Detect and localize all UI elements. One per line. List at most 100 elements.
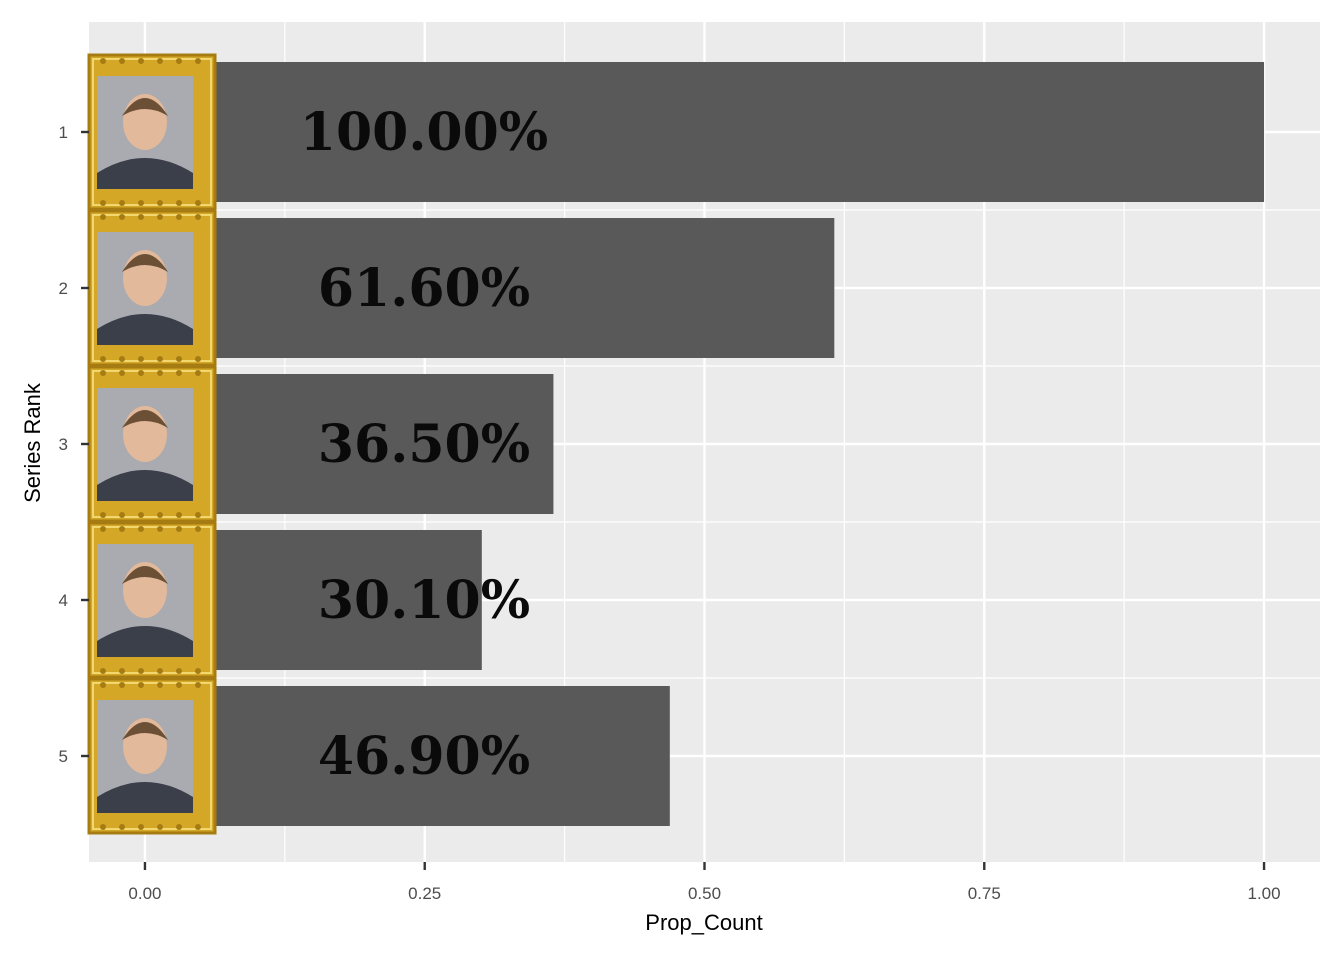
frame-ornament bbox=[195, 668, 201, 674]
y-axis-title: Series Rank bbox=[20, 382, 45, 503]
bar-value-label: 30.10% bbox=[318, 570, 530, 631]
frame-ornament bbox=[157, 526, 163, 532]
frame-ornament bbox=[157, 370, 163, 376]
x-tick-label: 0.25 bbox=[408, 884, 441, 903]
frame-ornament bbox=[157, 356, 163, 362]
frame-ornament bbox=[176, 512, 182, 518]
frame-ornament bbox=[157, 512, 163, 518]
frame-ornament bbox=[176, 356, 182, 362]
frame-ornament bbox=[100, 58, 106, 64]
frame-ornament bbox=[176, 214, 182, 220]
frame-ornament bbox=[157, 682, 163, 688]
frame-ornament bbox=[119, 356, 125, 362]
frame-ornament bbox=[176, 668, 182, 674]
portrait-hair bbox=[122, 410, 168, 428]
frame-ornament bbox=[138, 200, 144, 206]
portrait-shoulders bbox=[97, 314, 193, 345]
frame-ornament bbox=[100, 200, 106, 206]
frame-ornament bbox=[100, 526, 106, 532]
bar-labels: 100.00% 61.60% 36.50% 30.10% 46.90% bbox=[300, 102, 548, 787]
x-tick-label: 0.75 bbox=[968, 884, 1001, 903]
portrait-hair bbox=[122, 254, 168, 272]
frame-ornament bbox=[100, 370, 106, 376]
portrait-shoulders bbox=[97, 782, 193, 813]
frame-ornament bbox=[157, 200, 163, 206]
frame-ornament bbox=[176, 58, 182, 64]
frame-ornament bbox=[176, 370, 182, 376]
frame-ornament bbox=[119, 668, 125, 674]
frame-bevel bbox=[92, 370, 212, 518]
frame-ornament bbox=[100, 214, 106, 220]
y-tick-label: 2 bbox=[59, 279, 68, 298]
bar-rank-2 bbox=[144, 218, 835, 358]
bar-value-label: 36.50% bbox=[318, 414, 530, 475]
frame-ornament bbox=[195, 526, 201, 532]
frame-ornament bbox=[195, 682, 201, 688]
frame-ornament bbox=[100, 668, 106, 674]
bar-rank-5 bbox=[144, 686, 670, 826]
frame-ornament bbox=[138, 668, 144, 674]
portrait-shoulders bbox=[97, 158, 193, 189]
frame-ornament bbox=[138, 356, 144, 362]
frame-ornament bbox=[157, 58, 163, 64]
portrait-icon bbox=[87, 521, 217, 679]
frame-bevel bbox=[92, 214, 212, 362]
frame-ornament bbox=[195, 200, 201, 206]
bar-rank-1 bbox=[144, 62, 1265, 202]
frame-bevel bbox=[92, 526, 212, 674]
frame-ornament bbox=[176, 682, 182, 688]
frame-ornament bbox=[176, 526, 182, 532]
portrait-shoulders bbox=[97, 470, 193, 501]
frame-ornament bbox=[119, 682, 125, 688]
frame-ornament bbox=[119, 512, 125, 518]
portrait-hair bbox=[122, 98, 168, 116]
portrait-hair bbox=[122, 722, 168, 740]
frame-ornament bbox=[195, 824, 201, 830]
portrait-icon bbox=[87, 365, 217, 523]
portrait-icon bbox=[87, 677, 217, 835]
frame-ornament bbox=[157, 668, 163, 674]
frame-ornament bbox=[119, 58, 125, 64]
portrait-hair bbox=[122, 566, 168, 584]
axes: 0.00 0.25 0.50 0.75 1.00 1 2 3 4 5 bbox=[59, 123, 1281, 903]
frame-ornament bbox=[100, 682, 106, 688]
frame-ornament bbox=[119, 824, 125, 830]
frame-ornament bbox=[176, 200, 182, 206]
frame-ornament bbox=[138, 58, 144, 64]
frame-ornament bbox=[195, 370, 201, 376]
frame-ornament bbox=[119, 370, 125, 376]
frame-ornament bbox=[100, 824, 106, 830]
bar-value-label: 46.90% bbox=[318, 726, 530, 787]
portrait-icon bbox=[87, 209, 217, 367]
frame-ornament bbox=[138, 682, 144, 688]
y-tick-label: 4 bbox=[59, 591, 68, 610]
y-tick-label: 5 bbox=[59, 747, 68, 766]
frame-ornament bbox=[119, 526, 125, 532]
frame-ornament bbox=[100, 356, 106, 362]
frame-bevel bbox=[92, 682, 212, 830]
frame-ornament bbox=[138, 824, 144, 830]
frame-ornament bbox=[195, 512, 201, 518]
bar-value-label: 61.60% bbox=[318, 258, 530, 319]
frame-ornament bbox=[138, 526, 144, 532]
portrait-icon bbox=[87, 53, 217, 211]
x-tick-label: 1.00 bbox=[1247, 884, 1280, 903]
portrait-shoulders bbox=[97, 626, 193, 657]
frame-ornament bbox=[138, 370, 144, 376]
frame-ornament bbox=[157, 824, 163, 830]
frame-ornament bbox=[119, 214, 125, 220]
frame-ornament bbox=[195, 214, 201, 220]
frame-ornament bbox=[176, 824, 182, 830]
frame-ornament bbox=[195, 356, 201, 362]
bar-value-label: 100.00% bbox=[300, 102, 548, 163]
y-tick-label: 1 bbox=[59, 123, 68, 142]
frame-ornament bbox=[157, 214, 163, 220]
portraits bbox=[87, 53, 217, 835]
x-tick-label: 0.50 bbox=[688, 884, 721, 903]
x-axis-title: Prop_Count bbox=[645, 910, 762, 935]
y-tick-label: 3 bbox=[59, 435, 68, 454]
frame-ornament bbox=[138, 512, 144, 518]
x-tick-label: 0.00 bbox=[128, 884, 161, 903]
frame-ornament bbox=[138, 214, 144, 220]
